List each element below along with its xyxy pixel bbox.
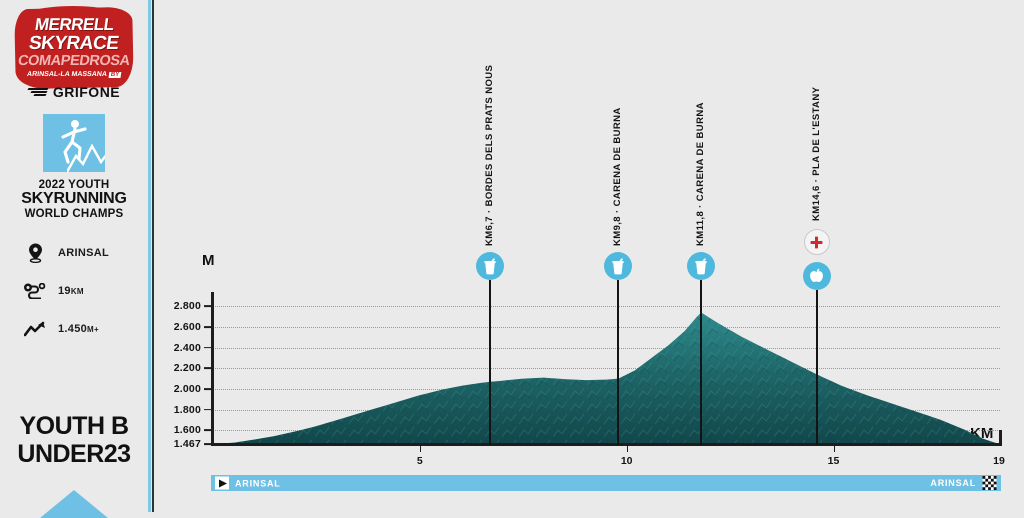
race-logo: MERRELL SKYRACE COMAPEDROSA ARINSAL-LA M… (9, 6, 139, 100)
sponsor-logo: GRIFONE (9, 84, 139, 100)
waypoint-line (815, 290, 818, 445)
x-tick-mark (419, 443, 422, 452)
info-location-label: ARINSAL (58, 246, 109, 259)
grifone-mark-icon (27, 87, 50, 98)
waypoint-medical-cross-icon[interactable] (803, 229, 830, 255)
championship-line2: SKYRUNNING (21, 190, 127, 207)
race-info-list: ARINSAL 19KM (10, 242, 138, 340)
waypoint-label: KM11,8 · CARENA DE BURNA (695, 102, 707, 246)
category-line2: UNDER23 (17, 440, 131, 468)
route-icon (24, 280, 46, 302)
sidebar-divider-dark (152, 0, 154, 512)
y-tick-label: 1.467 (173, 438, 201, 450)
y-tick-label: 2.600 (173, 320, 201, 333)
x-axis-end-tick (999, 430, 1002, 446)
championship-line1: 2022 YOUTH (38, 179, 110, 191)
y-axis-unit-label: M (202, 252, 215, 269)
waypoint-label: KM6,7 · BORDES DELS PRATS NOUS (484, 64, 496, 246)
y-tick-mark (204, 388, 213, 390)
elevation-icon (24, 318, 46, 340)
sidebar-divider-accent (148, 0, 151, 512)
y-tick-label: 2.000 (173, 382, 201, 395)
x-tick-label: 19 (993, 455, 1005, 467)
mountain-glyph-icon (67, 144, 105, 172)
gridline (213, 347, 1000, 349)
info-row-location: ARINSAL (10, 242, 138, 264)
category-arrow-icon (40, 490, 108, 518)
championship-logo: 2022 YOUTH SKYRUNNING WORLD CHAMPS (9, 114, 139, 220)
sponsor-name: GRIFONE (52, 84, 121, 100)
race-logo-line3: COMAPEDROSA (17, 52, 131, 69)
y-tick-mark (204, 443, 213, 445)
championship-line3: WORLD CHAMPS (24, 207, 124, 220)
checkered-flag-icon (982, 476, 997, 490)
waypoint-label: KM9,8 · CARENA DE BURNA (612, 107, 624, 246)
x-tick-label: 10 (620, 455, 633, 467)
x-tick-label: 15 (827, 455, 840, 467)
x-tick-mark (833, 443, 836, 452)
waypoint-line (700, 280, 703, 445)
y-tick-label: 1.600 (173, 424, 201, 437)
waypoint-food-apple-icon[interactable] (802, 262, 831, 290)
gridline (213, 368, 1000, 370)
x-axis-line (211, 443, 1002, 446)
info-row-elevation: 1.450M+ (10, 318, 138, 340)
waypoint-drink-cup-icon[interactable] (476, 252, 505, 280)
waypoint-label: KM14,6 · PLA DE L'ESTANY (810, 86, 822, 221)
track-start-label: ARINSAL (235, 478, 281, 488)
x-tick-label: 5 (416, 455, 423, 467)
y-tick-label: 2.400 (173, 341, 201, 354)
waypoint-line (489, 280, 492, 445)
sidebar: MERRELL SKYRACE COMAPEDROSA ARINSAL-LA M… (0, 0, 148, 518)
location-pin-icon (24, 242, 46, 264)
race-logo-line1: MERRELL (33, 14, 115, 34)
y-tick-mark (204, 429, 213, 432)
y-tick-mark (204, 346, 213, 349)
y-tick-mark (204, 408, 213, 411)
y-tick-mark (204, 367, 213, 370)
play-icon (215, 476, 229, 490)
info-elevation-label: 1.450M+ (58, 322, 99, 335)
elevation-chart: M KM 1.467 1.600 1.800 2.000 2.200 2.400 2.600… (154, 0, 1024, 512)
info-row-distance: 19KM (10, 280, 138, 302)
category-block: YOUTH B UNDER23 (0, 412, 148, 518)
route-track-bar[interactable]: ARINSAL ARINSAL (211, 475, 1001, 491)
y-tick-mark (204, 326, 213, 328)
waypoint-line (617, 280, 620, 445)
category-line1: YOUTH B (19, 412, 130, 440)
info-distance-label: 19KM (58, 284, 84, 297)
race-logo-by: BY (108, 72, 122, 79)
track-end: ARINSAL (930, 476, 997, 490)
elevation-profile-area (213, 296, 1000, 444)
race-logo-line2: SKYRACE (27, 32, 121, 54)
waypoint-drink-cup-icon[interactable] (687, 252, 716, 280)
track-start: ARINSAL (215, 476, 281, 490)
y-tick-label: 1.800 (173, 403, 201, 416)
x-tick-mark (626, 443, 629, 452)
race-logo-shape-top (23, 6, 123, 28)
y-tick-mark (204, 305, 213, 308)
y-tick-label: 2.800 (173, 300, 201, 313)
gridline (213, 306, 1000, 308)
y-axis-line (211, 292, 214, 446)
y-tick-label: 2.200 (173, 362, 201, 375)
track-end-label: ARINSAL (930, 478, 976, 488)
skyrunner-badge-icon (43, 114, 105, 172)
race-logo-line4: ARINSAL-LA MASSANA (26, 71, 108, 79)
runner-silhouette-icon (61, 120, 87, 164)
waypoint-drink-cup-icon[interactable] (604, 252, 633, 280)
gridline (213, 326, 1000, 328)
